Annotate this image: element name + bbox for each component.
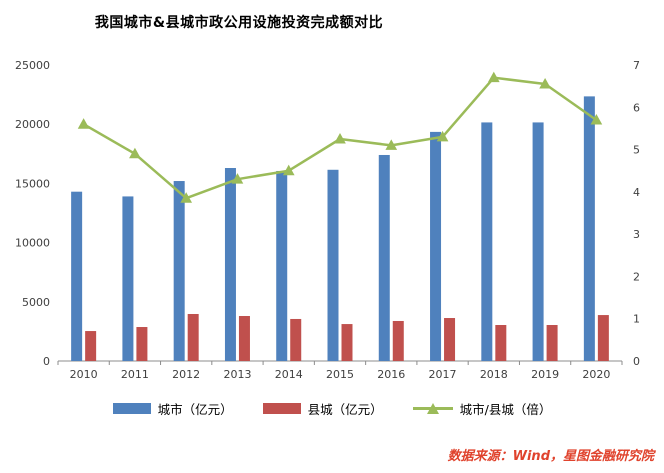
- ratio-triangle-marker-icon: [426, 403, 439, 414]
- svg-text:5000: 5000: [22, 296, 50, 309]
- legend-label-ratio: 城市/县城（倍）: [459, 402, 552, 417]
- svg-text:2: 2: [633, 270, 640, 283]
- svg-text:4: 4: [633, 186, 640, 199]
- svg-text:10000: 10000: [15, 237, 50, 250]
- chart-legend: 城市（亿元） 县城（亿元） 城市/县城（倍）: [0, 399, 664, 418]
- legend-item-ratio: 城市/县城（倍）: [412, 399, 552, 418]
- chart-plot-area: 0 5000 10000 15000 20000 25000 0 1 2 3 4 5 6 7 2010 201…: [15, 59, 640, 381]
- svg-text:2012: 2012: [172, 368, 200, 381]
- svg-text:2020: 2020: [582, 368, 610, 381]
- svg-text:2017: 2017: [429, 368, 457, 381]
- svg-text:2018: 2018: [480, 368, 508, 381]
- legend-label-county: 县城（亿元）: [307, 402, 383, 417]
- svg-text:2015: 2015: [326, 368, 354, 381]
- svg-text:1: 1: [633, 313, 640, 326]
- svg-text:0: 0: [43, 355, 50, 368]
- svg-text:2019: 2019: [531, 368, 559, 381]
- svg-text:2016: 2016: [377, 368, 405, 381]
- svg-text:6: 6: [633, 101, 640, 114]
- svg-text:25000: 25000: [15, 59, 50, 72]
- svg-text:7: 7: [633, 59, 640, 72]
- data-source-note: 数据来源：Wind，星图金融研究院: [447, 449, 654, 464]
- svg-text:2014: 2014: [275, 368, 303, 381]
- svg-text:20000: 20000: [15, 118, 50, 131]
- svg-text:2010: 2010: [70, 368, 98, 381]
- svg-text:2013: 2013: [223, 368, 251, 381]
- svg-text:3: 3: [633, 228, 640, 241]
- legend-label-city: 城市（亿元）: [157, 402, 233, 417]
- chart-title: 我国城市&县城市政公用设施投资完成额对比: [94, 15, 384, 31]
- legend-item-county: 县城（亿元）: [262, 399, 383, 418]
- svg-text:5: 5: [633, 144, 640, 157]
- legend-item-city: 城市（亿元）: [112, 399, 233, 418]
- svg-text:2011: 2011: [121, 368, 149, 381]
- ratio-series-swatch-icon: [412, 403, 453, 414]
- svg-text:15000: 15000: [15, 177, 50, 190]
- county-series-swatch-icon: [262, 403, 301, 414]
- svg-text:0: 0: [633, 355, 640, 368]
- city-series-swatch-icon: [112, 403, 151, 414]
